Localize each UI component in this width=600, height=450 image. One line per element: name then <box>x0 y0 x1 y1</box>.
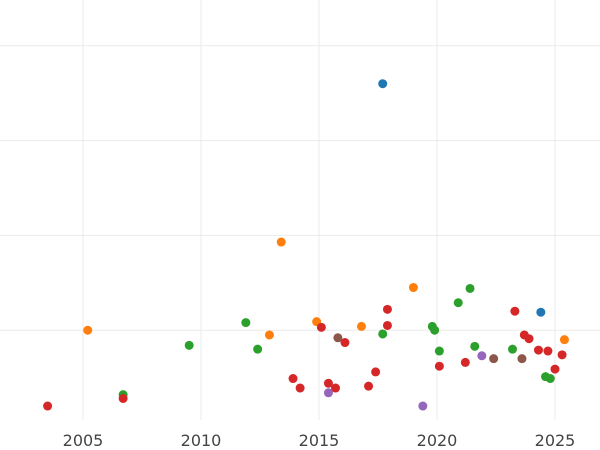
data-point <box>333 333 343 343</box>
x-tick-label: 2005 <box>63 431 104 450</box>
data-point <box>118 393 128 403</box>
data-point <box>382 320 392 330</box>
data-points <box>43 79 569 411</box>
data-point <box>276 237 286 247</box>
data-point <box>453 298 463 308</box>
data-point <box>382 304 392 314</box>
data-point <box>253 344 263 354</box>
data-point <box>364 381 374 391</box>
data-point <box>430 325 440 335</box>
data-point <box>418 401 428 411</box>
data-point <box>184 340 194 350</box>
x-gridlines <box>82 0 556 420</box>
data-point <box>43 401 53 411</box>
x-tick-label: 2015 <box>299 431 340 450</box>
x-tick-label: 2010 <box>181 431 222 450</box>
data-point <box>340 338 350 348</box>
x-tick-labels: 2005 2010 2015 2020 2025 <box>63 431 576 450</box>
data-point <box>288 374 298 384</box>
data-point <box>378 329 388 339</box>
data-point <box>460 357 470 367</box>
data-point <box>536 307 546 317</box>
data-point <box>434 361 444 371</box>
data-point <box>331 383 341 393</box>
data-point <box>508 344 518 354</box>
data-point <box>557 350 567 360</box>
x-tick-label: 2020 <box>417 431 458 450</box>
data-point <box>295 383 305 393</box>
data-point <box>533 345 543 355</box>
data-point <box>477 351 487 361</box>
data-point <box>465 283 475 293</box>
data-point <box>323 388 333 398</box>
data-point <box>316 322 326 332</box>
data-point <box>241 318 251 328</box>
data-point <box>323 378 333 388</box>
data-point <box>408 283 418 293</box>
data-point <box>550 364 560 374</box>
data-point <box>434 346 444 356</box>
data-point <box>264 330 274 340</box>
data-point <box>489 354 499 364</box>
data-point <box>83 325 93 335</box>
data-point <box>517 354 527 364</box>
x-tick-label: 2025 <box>535 431 576 450</box>
data-point <box>371 367 381 377</box>
data-point <box>356 321 366 331</box>
data-point <box>524 334 534 344</box>
data-point <box>543 346 553 356</box>
data-point <box>545 374 555 384</box>
data-point <box>470 341 480 351</box>
y-gridlines <box>0 45 600 331</box>
data-point <box>559 335 569 345</box>
data-point <box>378 79 388 89</box>
data-point <box>510 306 520 316</box>
